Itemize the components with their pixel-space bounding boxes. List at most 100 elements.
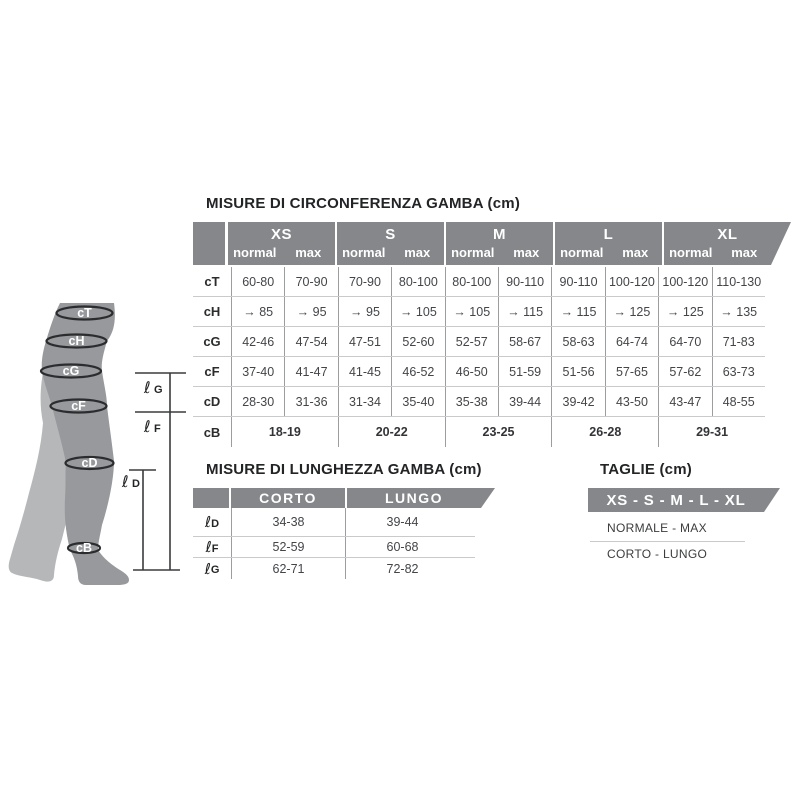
sizes-line-corto-lungo: CORTO - LUNGO (607, 547, 708, 561)
length-label-lD-symbol: ℓ (121, 472, 129, 491)
subcol-normal: normal (342, 245, 386, 260)
cell: 43-50 (604, 387, 658, 416)
cell: 39-42 (551, 387, 604, 416)
band-label-cT: cT (77, 306, 92, 320)
band-label-cH: cH (69, 334, 85, 348)
leg-measurement-diagram: cT cH cG cF cD cB ℓ G ℓ F ℓ D (8, 303, 186, 585)
cell: 48-55 (711, 387, 765, 416)
cell: 71-83 (711, 327, 765, 356)
sizes-title: TAGLIE (cm) (600, 461, 692, 478)
length-brackets (129, 372, 186, 571)
cell: → 115 (551, 297, 604, 326)
ell-symbol: ℓ (205, 538, 212, 556)
band-cD (64, 455, 115, 471)
ell-letter: F (211, 542, 219, 555)
cell: 60-68 (345, 537, 459, 557)
header-corner-block (193, 222, 225, 265)
cell: 58-63 (551, 327, 604, 356)
cell: 37-40 (231, 357, 284, 386)
band-cG (39, 363, 103, 379)
length-header: CORTO LUNGO (193, 488, 495, 508)
length-label-lF-letter: F (154, 423, 161, 435)
cell: 62-71 (231, 558, 345, 579)
cell: 34-38 (231, 508, 345, 536)
sizes-line-normale-max: NORMALE - MAX (607, 521, 707, 535)
cell: 100-120 (604, 267, 658, 296)
cell: 46-50 (444, 357, 498, 386)
cell: 31-34 (337, 387, 391, 416)
cell-merged: 18-19 (231, 417, 338, 447)
cell: 63-73 (711, 357, 765, 386)
cell: → 85 (231, 297, 284, 326)
subcol-max: max (295, 245, 322, 260)
cell: 90-110 (551, 267, 604, 296)
cell: 47-54 (284, 327, 337, 356)
cell: 46-52 (391, 357, 444, 386)
length-title: MISURE DI LUNGHEZZA GAMBA (cm) (206, 461, 482, 478)
cell: 31-36 (284, 387, 337, 416)
cell: → 115 (497, 297, 551, 326)
cell: 70-90 (284, 267, 337, 296)
header-group-xs: XS normal max (228, 222, 335, 265)
circumference-title: MISURE DI CIRCONFERENZA GAMBA (cm) (206, 195, 521, 212)
cell: → 95 (337, 297, 391, 326)
subcol-normal: normal (451, 245, 495, 260)
cell: 51-59 (497, 357, 551, 386)
cell: 100-120 (658, 267, 711, 296)
cell: → 105 (391, 297, 444, 326)
header-corner-block (193, 488, 229, 508)
cell: → 125 (604, 297, 658, 326)
length-label-lF-symbol: ℓ (143, 417, 151, 436)
cell: 64-74 (604, 327, 658, 356)
cell: 80-100 (444, 267, 498, 296)
cell: 52-57 (444, 327, 498, 356)
band-cH (45, 333, 108, 349)
cell: → 125 (658, 297, 711, 326)
cell: 41-45 (337, 357, 391, 386)
cell: 57-62 (658, 357, 711, 386)
cell: 43-47 (658, 387, 711, 416)
cell: → 105 (444, 297, 498, 326)
length-label-lG-symbol: ℓ (143, 378, 151, 397)
cell: 47-51 (337, 327, 391, 356)
subcol-max: max (622, 245, 649, 260)
subcol-normal: normal (233, 245, 277, 260)
cell: 35-40 (391, 387, 444, 416)
row-label: cB (203, 424, 221, 440)
subcol-max: max (731, 245, 758, 260)
cell: 41-47 (284, 357, 337, 386)
band-cF (49, 398, 108, 414)
row-label: cG (203, 334, 221, 349)
column-lungo: LUNGO (347, 488, 495, 508)
cell: 52-60 (391, 327, 444, 356)
row-label: cF (204, 364, 220, 379)
cell: 80-100 (391, 267, 444, 296)
cell: → 135 (711, 297, 765, 326)
cell: 64-70 (658, 327, 711, 356)
header-group-m: M normal max (446, 222, 553, 265)
cell-merged: 23-25 (444, 417, 552, 447)
length-label-lG-letter: G (154, 384, 163, 396)
sizes-legend-section: TAGLIE (cm) XS - S - M - L - XL NORMALE … (588, 461, 788, 561)
cell: 110-130 (711, 267, 765, 296)
band-cB (66, 541, 102, 555)
cell: 52-59 (231, 537, 345, 557)
row-label: cH (203, 304, 221, 319)
cell: 39-44 (345, 508, 459, 536)
circumference-section: MISURE DI CIRCONFERENZA GAMBA (cm) XS no… (193, 195, 793, 447)
size-label: XS (270, 226, 292, 243)
ell-letter: G (210, 564, 220, 576)
subcol-max: max (404, 245, 431, 260)
circumference-grid: cT 60-80 70-90 70-90 80-100 80-100 90-11… (193, 267, 765, 447)
table-row-cH: cH → 85 → 95 → 95 → 105 → 105 → 115 → 11… (193, 297, 765, 327)
cell: 70-90 (337, 267, 391, 296)
cell: → 95 (284, 297, 337, 326)
header-group-l: L normal max (555, 222, 662, 265)
table-row-cF: cF 37-40 41-47 41-45 46-52 46-50 51-59 5… (193, 357, 765, 387)
cell: 39-44 (497, 387, 551, 416)
